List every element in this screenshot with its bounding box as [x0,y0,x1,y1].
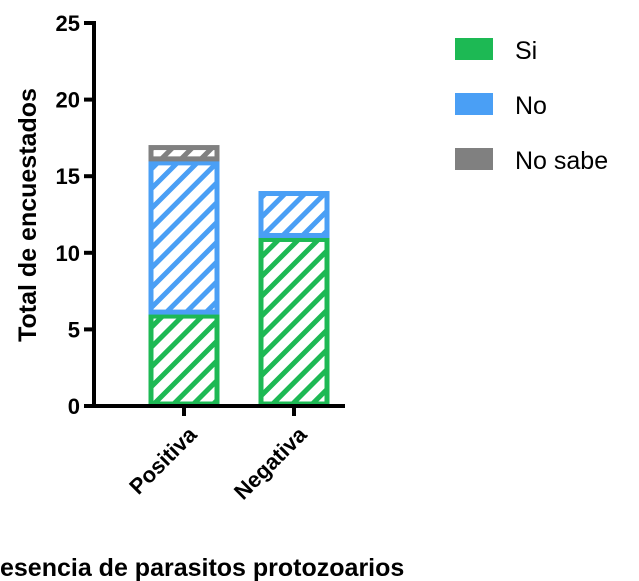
legend: Si No No sabe [455,37,608,175]
legend-label-no-sabe: No sabe [515,147,608,175]
x-axis-title: esencia de parasitos protozoarios [0,554,404,581]
y-tick-label: 5 [68,317,80,342]
bar-positiva-no [148,160,220,315]
bar-negativa-no [258,191,330,238]
legend-label-si: Si [515,37,537,65]
legend-swatch-no-sabe [455,148,493,170]
y-tick-label: 10 [56,241,80,266]
bar-negativa-si [258,236,330,407]
bar-positiva-no-sabe [148,145,220,162]
y-tick-label: 25 [56,11,80,36]
y-axis-title: Total de encuestados [14,88,42,342]
legend-swatch-si [455,38,493,60]
y-tick-label: 0 [68,394,80,419]
y-tick-label: 20 [56,88,80,113]
bars-layer [148,145,330,407]
legend-label-no: No [515,92,547,120]
x-tick-label: Negativa [229,421,312,504]
x-tick-label: Positiva [124,421,202,499]
axes-layer [84,21,345,416]
legend-swatch-no [455,93,493,115]
bar-positiva-si [148,313,220,407]
y-tick-label: 15 [56,164,80,189]
